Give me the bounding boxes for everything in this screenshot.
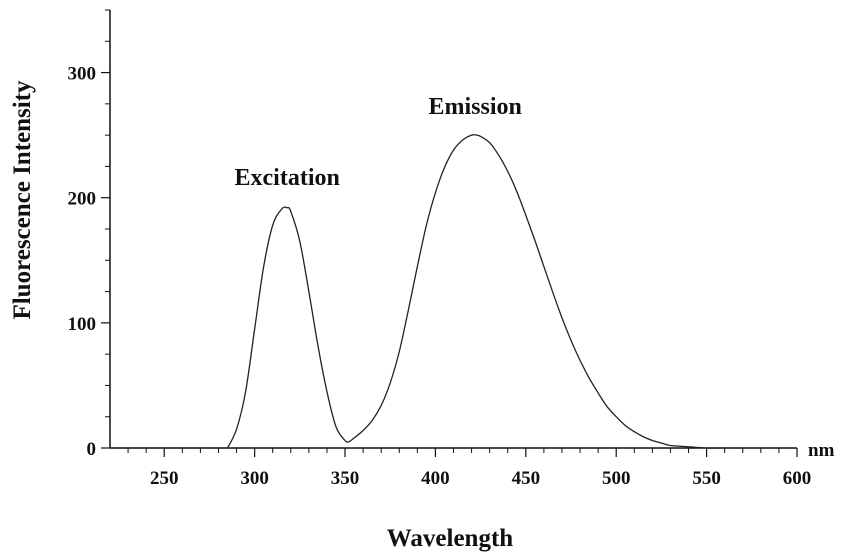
y-axis-title: Fluorescence Intensity bbox=[9, 80, 36, 320]
x-tick-label: 500 bbox=[602, 468, 631, 489]
x-axis-title: Wavelength bbox=[387, 525, 513, 552]
x-tick-label: 450 bbox=[512, 468, 541, 489]
y-tick-label: 200 bbox=[68, 189, 97, 210]
x-tick-label: 400 bbox=[421, 468, 450, 489]
annotation-emission-label: Emission bbox=[429, 94, 522, 120]
x-tick-label: 300 bbox=[240, 468, 269, 489]
annotations: Excitation Emission bbox=[235, 94, 522, 191]
x-tick-label: 550 bbox=[692, 468, 721, 489]
ticks: 0 100 200 300 250 300 350 400 450 500 550 600 bbox=[68, 9, 812, 489]
x-tick-label: 350 bbox=[331, 468, 360, 489]
spectrum-line bbox=[226, 134, 725, 449]
series bbox=[110, 134, 725, 449]
y-tick-label: 100 bbox=[68, 314, 97, 335]
annotation-excitation-label: Excitation bbox=[235, 165, 340, 191]
labels: Wavelength Fluorescence Intensity nm bbox=[9, 80, 835, 552]
y-tick-label: 0 bbox=[87, 439, 97, 460]
axes bbox=[109, 10, 797, 449]
y-tick-label: 300 bbox=[68, 64, 97, 85]
x-unit-label: nm bbox=[808, 440, 835, 461]
x-tick-label: 600 bbox=[783, 468, 812, 489]
x-tick-label: 250 bbox=[150, 468, 179, 489]
